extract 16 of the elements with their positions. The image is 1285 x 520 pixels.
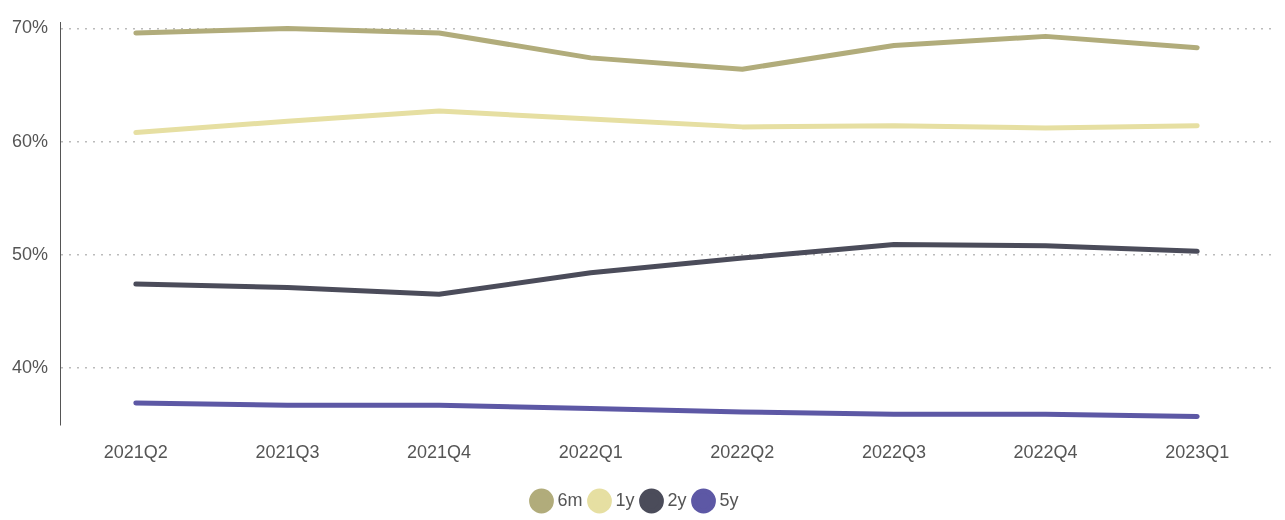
legend-label: 2y	[667, 489, 687, 510]
y-tick-label: 60%	[12, 130, 49, 151]
legend-label: 1y	[615, 489, 635, 510]
x-tick-label: 2023Q1	[1165, 442, 1230, 463]
x-tick-label: 2022Q3	[861, 442, 926, 463]
y-tick-label: 70%	[12, 17, 49, 38]
y-tick-label: 40%	[12, 356, 49, 377]
legend-label: 5y	[719, 489, 739, 510]
x-tick-label: 2021Q4	[407, 442, 472, 463]
x-tick-label: 2021Q3	[255, 442, 320, 463]
x-tick-label: 2022Q2	[710, 442, 775, 463]
x-tick-label: 2022Q4	[1013, 442, 1078, 463]
y-tick-label: 50%	[12, 243, 49, 264]
x-tick-label: 2021Q2	[103, 442, 168, 463]
legend-label: 6m	[557, 489, 583, 510]
x-tick-label: 2022Q1	[558, 442, 623, 463]
